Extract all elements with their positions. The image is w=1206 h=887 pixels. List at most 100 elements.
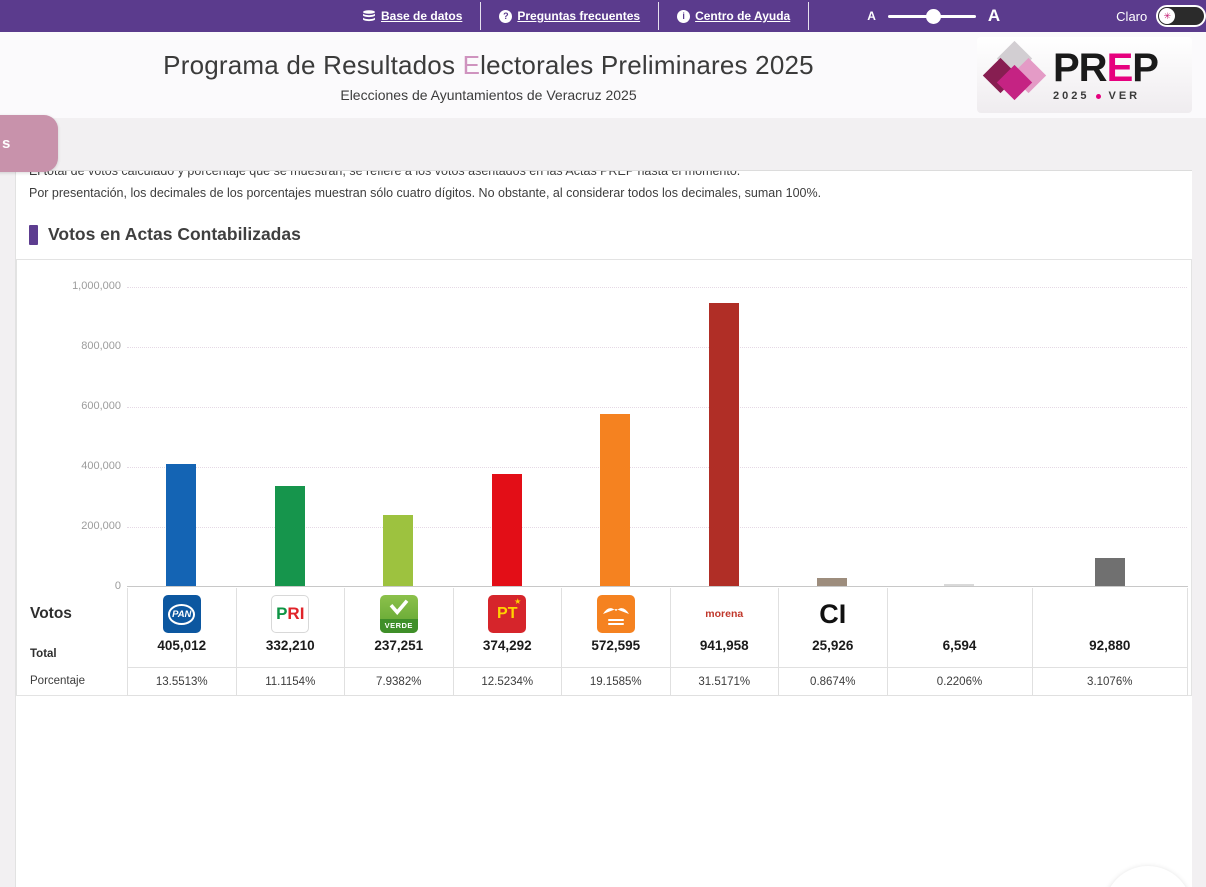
separator — [808, 2, 810, 30]
party-cell-pt: PT ★ 374,292 — [452, 588, 562, 667]
results-chart-card: 1,000,000 800,000 600,000 400,000 200,000 0 V… — [16, 259, 1192, 696]
party-pct-pvem: 7.9382% — [344, 668, 453, 695]
floating-button-peek[interactable] — [1104, 866, 1192, 887]
party-pct-cnr: 0.2206% — [886, 668, 1032, 695]
notice-line-1: El total de votos calculado y porcentaje… — [29, 170, 741, 178]
link-label: Centro de Ayuda — [695, 9, 791, 23]
section-title-text: Votos en Actas Contabilizadas — [48, 224, 301, 244]
question-icon: ? — [499, 9, 513, 23]
gridline — [127, 287, 1187, 288]
party-logo-nulos — [1091, 595, 1129, 633]
party-logo-pt: PT ★ — [488, 595, 527, 633]
party-pct-nulos: 3.1076% — [1031, 668, 1188, 695]
party-total-cnr: 6,594 — [942, 638, 977, 653]
party-percentage-row: 13.5513% 11.1154% 7.9382% 12.5234% 19.1585% 3… — [127, 667, 1188, 696]
party-logo-pvem: VERDE — [379, 595, 418, 633]
party-cell-nulos: 92,880 — [1031, 588, 1188, 667]
percentage-row-label: Porcentaje — [30, 675, 85, 687]
bar-cnr — [944, 584, 974, 586]
y-axis: 1,000,000 800,000 600,000 400,000 200,000 0 — [17, 260, 121, 695]
bar-ci — [817, 578, 848, 586]
party-total-morena: 941,958 — [699, 638, 749, 653]
party-pct-mc: 19.1585% — [561, 668, 670, 695]
gridline — [127, 347, 1187, 348]
bar-chart — [127, 287, 1188, 587]
top-links: Base de datos ? Preguntas frecuentes i C… — [362, 0, 827, 32]
party-total-mc: 572,595 — [591, 638, 641, 653]
party-pct-ci: 0.8674% — [778, 668, 887, 695]
font-small-label: A — [867, 9, 876, 23]
party-logo-mc — [596, 595, 635, 633]
font-size-control: A A — [867, 6, 1000, 26]
slider-thumb[interactable] — [925, 8, 941, 24]
gridline — [127, 527, 1187, 528]
party-cell-morena: morena 941,958 — [669, 588, 779, 667]
prep-logo: PREP 2025 VER — [977, 37, 1192, 113]
main-panel: El total de votos calculado y porcentaje… — [15, 170, 1192, 887]
link-base-de-datos[interactable]: Base de datos — [362, 9, 462, 23]
prep-logo-diamonds-icon — [982, 40, 1047, 106]
bar-morena — [708, 303, 739, 586]
gridline — [127, 467, 1187, 468]
party-logo-morena: morena — [705, 608, 744, 620]
separator — [658, 2, 660, 30]
party-cell-pri: P R I 332,210 — [235, 588, 345, 667]
prep-logo-year: 2025 — [1053, 90, 1090, 102]
y-axis-tick: 200,000 — [81, 520, 121, 532]
bar-pt — [491, 474, 522, 586]
party-pct-pri: 11.1154% — [235, 668, 345, 695]
total-row-label: Total — [30, 648, 57, 660]
party-total-ci: 25,926 — [812, 638, 854, 653]
theme-switch-group: Claro ✳ Oscuro — [1116, 5, 1206, 27]
gridline — [127, 407, 1187, 408]
party-logo-total-row: PAN 405,012 P R I 332,210 VERDE 237,251 PT ★ 374,2… — [127, 588, 1188, 667]
link-preguntas-frecuentes[interactable]: ? Preguntas frecuentes — [499, 9, 640, 23]
separator — [480, 2, 482, 30]
party-total-pt: 374,292 — [482, 638, 532, 653]
party-cell-pvem: VERDE 237,251 — [344, 588, 453, 667]
bar-nulos — [1094, 558, 1125, 586]
party-cell-mc: 572,595 — [561, 588, 670, 667]
y-axis-tick: 800,000 — [81, 340, 121, 352]
bar-pri — [274, 486, 305, 586]
top-navigation-bar: Base de datos ? Preguntas frecuentes i C… — [0, 0, 1206, 32]
title-accent-letter: E — [462, 49, 481, 80]
bar-mc — [600, 414, 631, 586]
title-block: Programa de Resultados Electorales Preli… — [0, 48, 977, 103]
bar-pan — [166, 464, 197, 586]
party-logo-pan: PAN — [162, 595, 201, 633]
party-pct-pan: 13.5513% — [127, 668, 236, 695]
party-cell-cnr: 6,594 — [886, 588, 1032, 667]
link-centro-de-ayuda[interactable]: i Centro de Ayuda — [677, 9, 790, 23]
party-total-nulos: 92,880 — [1089, 638, 1131, 653]
party-logo-ci: CI — [819, 598, 847, 629]
party-total-pvem: 237,251 — [374, 638, 424, 653]
page-header: Programa de Resultados Electorales Preli… — [0, 32, 1206, 118]
info-icon: i — [677, 9, 691, 23]
party-cell-ci: CI 25,926 — [778, 588, 887, 667]
page-subtitle: Elecciones de Ayuntamientos de Veracruz … — [340, 86, 637, 103]
side-tab[interactable]: s — [0, 115, 58, 172]
heading-accent-bar — [29, 224, 38, 245]
sun-icon: ✳ — [1159, 8, 1176, 24]
party-pct-pt: 12.5234% — [452, 668, 562, 695]
y-axis-tick: 1,000,000 — [72, 280, 121, 292]
party-logo-cnr — [941, 595, 979, 633]
font-size-slider[interactable] — [887, 8, 976, 24]
prep-logo-state: VER — [1108, 90, 1141, 102]
y-axis-tick: 400,000 — [81, 460, 121, 472]
notice-line-2: Por presentación, los decimales de los p… — [29, 186, 822, 200]
theme-toggle[interactable]: ✳ — [1156, 5, 1206, 27]
prep-logo-wordmark: PREP 2025 VER — [1053, 46, 1159, 102]
link-label: Base de datos — [381, 9, 463, 23]
votes-row-label: Votos — [30, 605, 72, 622]
y-axis-tick: 0 — [114, 580, 121, 592]
prep-logo-dot — [1096, 94, 1102, 99]
link-label: Preguntas frecuentes — [517, 9, 641, 23]
section-heading: Votos en Actas Contabilizadas — [29, 224, 1192, 245]
y-axis-tick: 600,000 — [81, 400, 121, 412]
party-total-pri: 332,210 — [265, 638, 315, 653]
party-pct-morena: 31.5171% — [669, 668, 779, 695]
